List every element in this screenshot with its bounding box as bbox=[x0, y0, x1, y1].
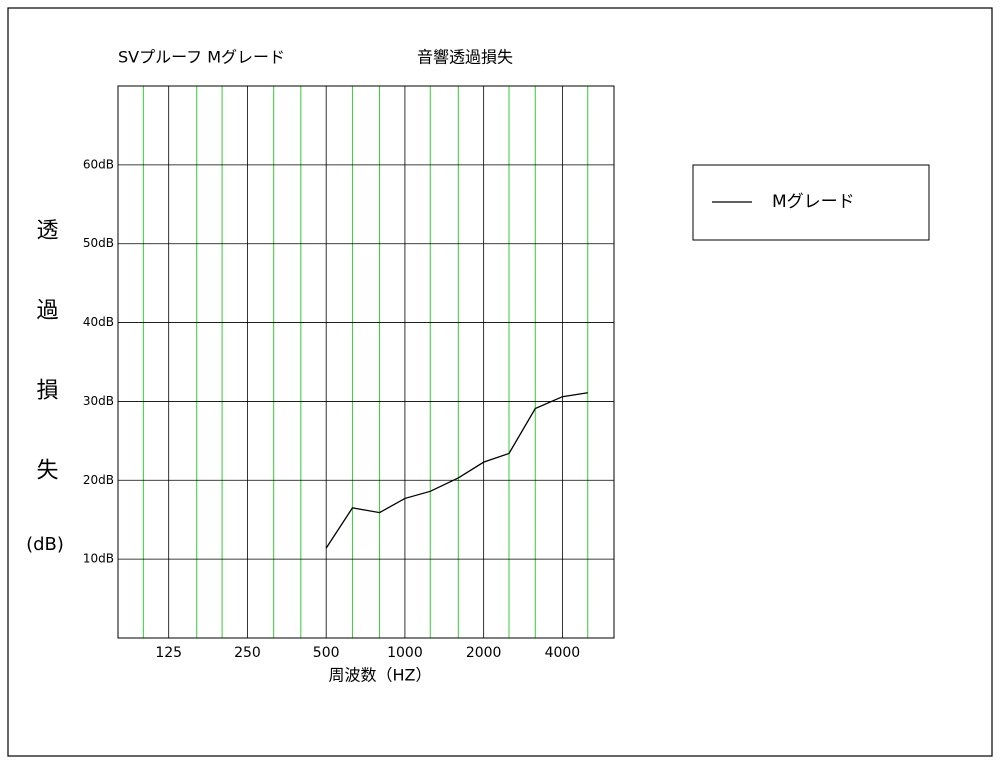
x-tick-label: 4000 bbox=[545, 645, 581, 661]
y-tick-label: 60dB bbox=[83, 157, 114, 171]
y-tick-label: 20dB bbox=[83, 473, 114, 487]
plot-area bbox=[117, 85, 615, 639]
x-axis-label: 周波数（HZ） bbox=[329, 666, 432, 685]
y-tick-label: 50dB bbox=[83, 236, 114, 250]
y-tick-label: 40dB bbox=[83, 315, 114, 329]
chart-subtitle: 音響透過損失 bbox=[417, 48, 513, 67]
y-tick-label: 30dB bbox=[83, 394, 114, 408]
x-tick-label: 1000 bbox=[387, 645, 423, 661]
legend-label: Mグレード bbox=[772, 192, 855, 212]
chart-title: SVプルーフ Mグレード bbox=[118, 48, 285, 67]
x-tick-label: 125 bbox=[155, 645, 182, 661]
x-tick-label: 2000 bbox=[466, 645, 502, 661]
series-line bbox=[325, 392, 588, 549]
legend-box bbox=[692, 164, 930, 241]
y-axis-unit: (dB) bbox=[26, 534, 64, 555]
frame bbox=[7, 7, 993, 757]
x-tick-label: 250 bbox=[234, 645, 261, 661]
x-tick-label: 500 bbox=[313, 645, 340, 661]
y-axis-label: 透過損失 bbox=[33, 218, 59, 538]
y-tick-label: 10dB bbox=[83, 552, 114, 566]
